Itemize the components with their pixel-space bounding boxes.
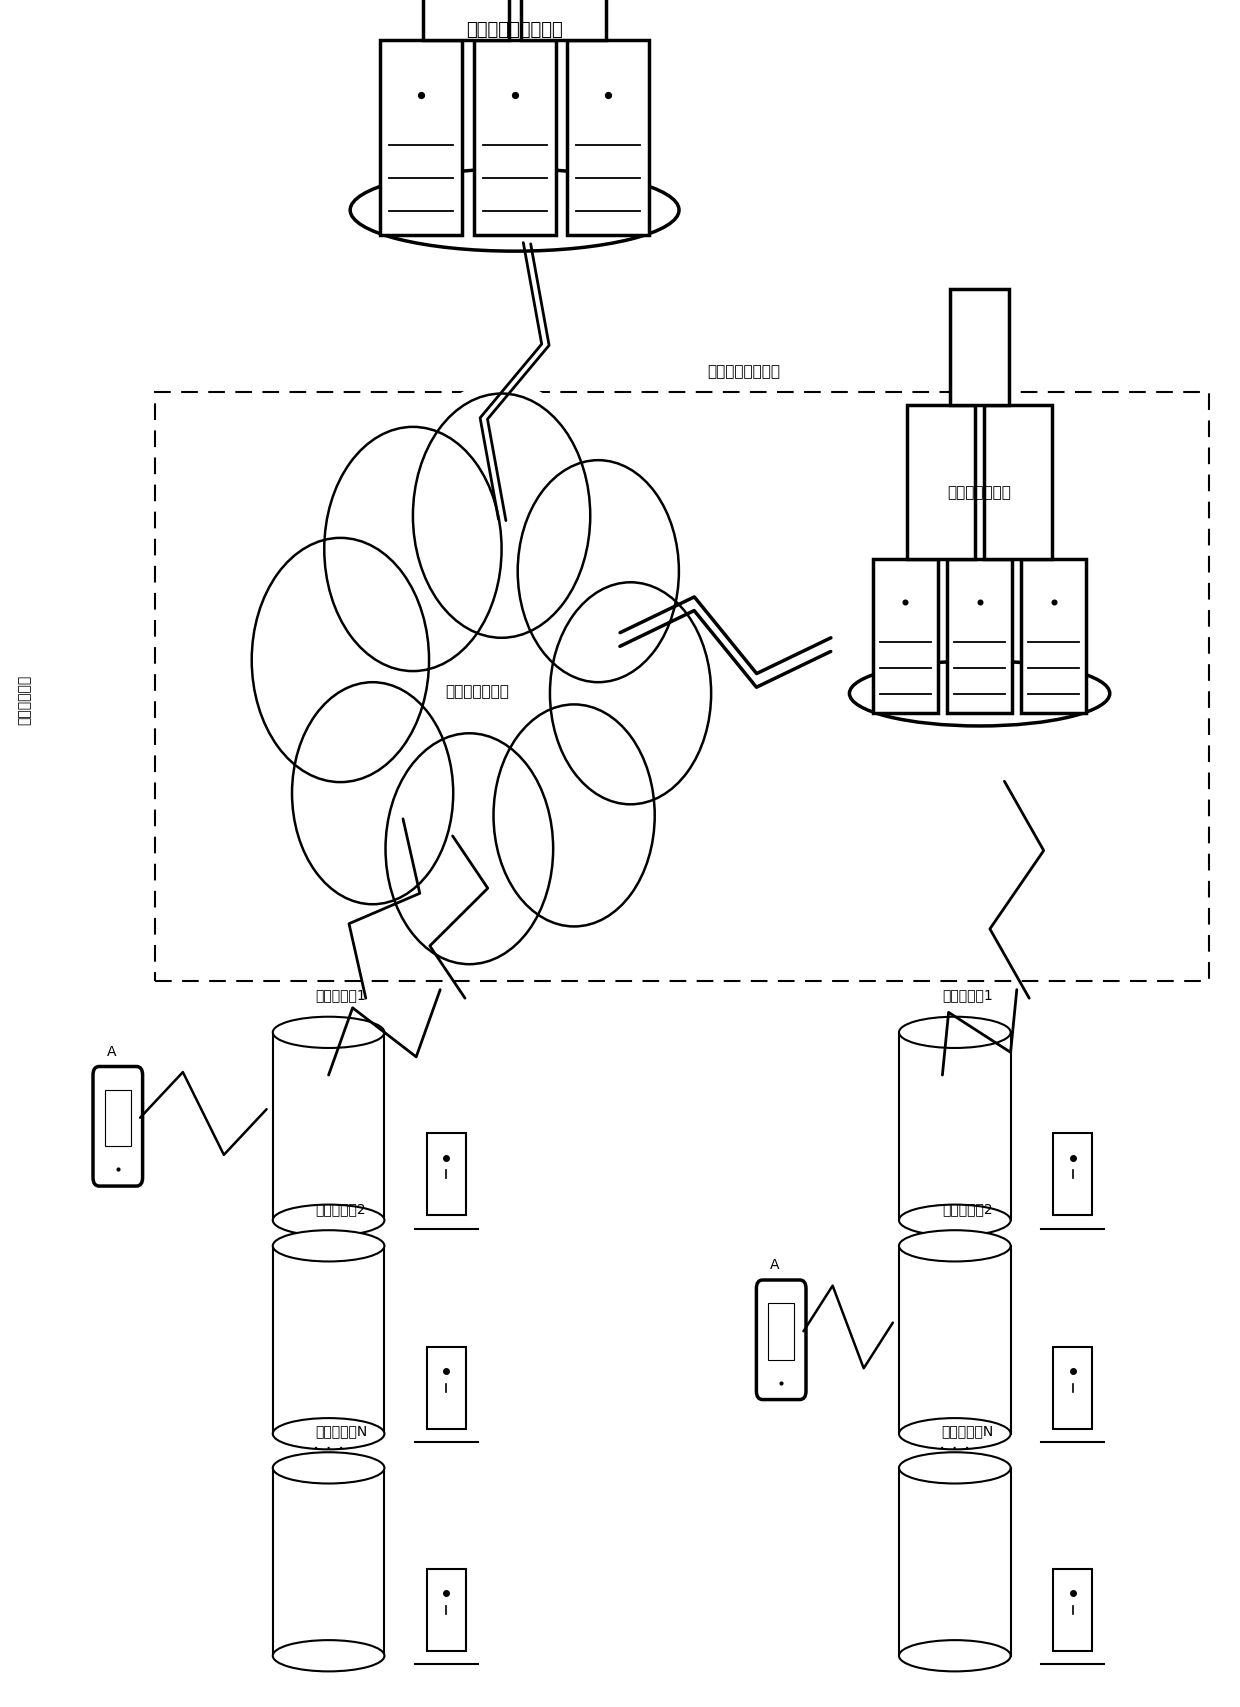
Text: 出口收费站2: 出口收费站2 <box>942 1202 992 1215</box>
FancyBboxPatch shape <box>985 406 1053 560</box>
Ellipse shape <box>899 1419 1011 1449</box>
Ellipse shape <box>899 1640 1011 1671</box>
Circle shape <box>284 671 461 915</box>
FancyBboxPatch shape <box>474 41 556 236</box>
Text: 高速公路管理中心: 高速公路管理中心 <box>707 364 780 379</box>
Text: 出口收费站1: 出口收费站1 <box>942 988 992 1002</box>
Circle shape <box>243 526 438 795</box>
FancyBboxPatch shape <box>1053 1133 1092 1215</box>
Text: 出口收费站N: 出口收费站N <box>941 1424 993 1437</box>
Circle shape <box>510 449 687 693</box>
Circle shape <box>404 382 599 650</box>
Text: 入口收费站2: 入口收费站2 <box>316 1202 366 1215</box>
Text: A: A <box>770 1258 780 1272</box>
Ellipse shape <box>273 1205 384 1236</box>
Ellipse shape <box>273 1419 384 1449</box>
Text: . . .: . . . <box>312 1432 345 1453</box>
Text: A: A <box>107 1045 117 1058</box>
Circle shape <box>542 572 719 816</box>
FancyBboxPatch shape <box>769 1304 795 1360</box>
FancyBboxPatch shape <box>756 1280 806 1400</box>
Text: 公安车辆注册数据库: 公安车辆注册数据库 <box>466 20 563 39</box>
FancyBboxPatch shape <box>423 0 508 41</box>
FancyBboxPatch shape <box>521 0 606 41</box>
FancyBboxPatch shape <box>427 1133 466 1215</box>
Ellipse shape <box>273 1640 384 1671</box>
Text: 移动通信终端: 移动通信终端 <box>17 674 32 725</box>
FancyBboxPatch shape <box>1053 1569 1092 1651</box>
Ellipse shape <box>899 1205 1011 1236</box>
Text: . . .: . . . <box>939 1432 971 1453</box>
FancyBboxPatch shape <box>379 41 461 236</box>
Text: 入口收费站1: 入口收费站1 <box>316 988 366 1002</box>
FancyBboxPatch shape <box>568 41 650 236</box>
Ellipse shape <box>273 1453 384 1483</box>
Ellipse shape <box>899 1231 1011 1261</box>
FancyBboxPatch shape <box>947 560 1012 714</box>
Ellipse shape <box>273 1231 384 1261</box>
Circle shape <box>485 693 662 939</box>
FancyBboxPatch shape <box>104 1091 131 1147</box>
Ellipse shape <box>273 1017 384 1048</box>
FancyBboxPatch shape <box>93 1067 143 1186</box>
FancyBboxPatch shape <box>1053 1347 1092 1429</box>
FancyBboxPatch shape <box>427 1569 466 1651</box>
Circle shape <box>315 415 511 685</box>
FancyBboxPatch shape <box>950 290 1009 406</box>
Text: 业务管理服务器: 业务管理服务器 <box>445 685 510 698</box>
FancyBboxPatch shape <box>906 406 975 560</box>
Text: 入口收费站N: 入口收费站N <box>315 1424 367 1437</box>
FancyBboxPatch shape <box>1022 560 1086 714</box>
FancyBboxPatch shape <box>873 560 937 714</box>
Ellipse shape <box>899 1453 1011 1483</box>
Circle shape <box>377 722 562 976</box>
Ellipse shape <box>899 1017 1011 1048</box>
Text: 中心平台数据库: 中心平台数据库 <box>947 485 1012 500</box>
FancyBboxPatch shape <box>427 1347 466 1429</box>
